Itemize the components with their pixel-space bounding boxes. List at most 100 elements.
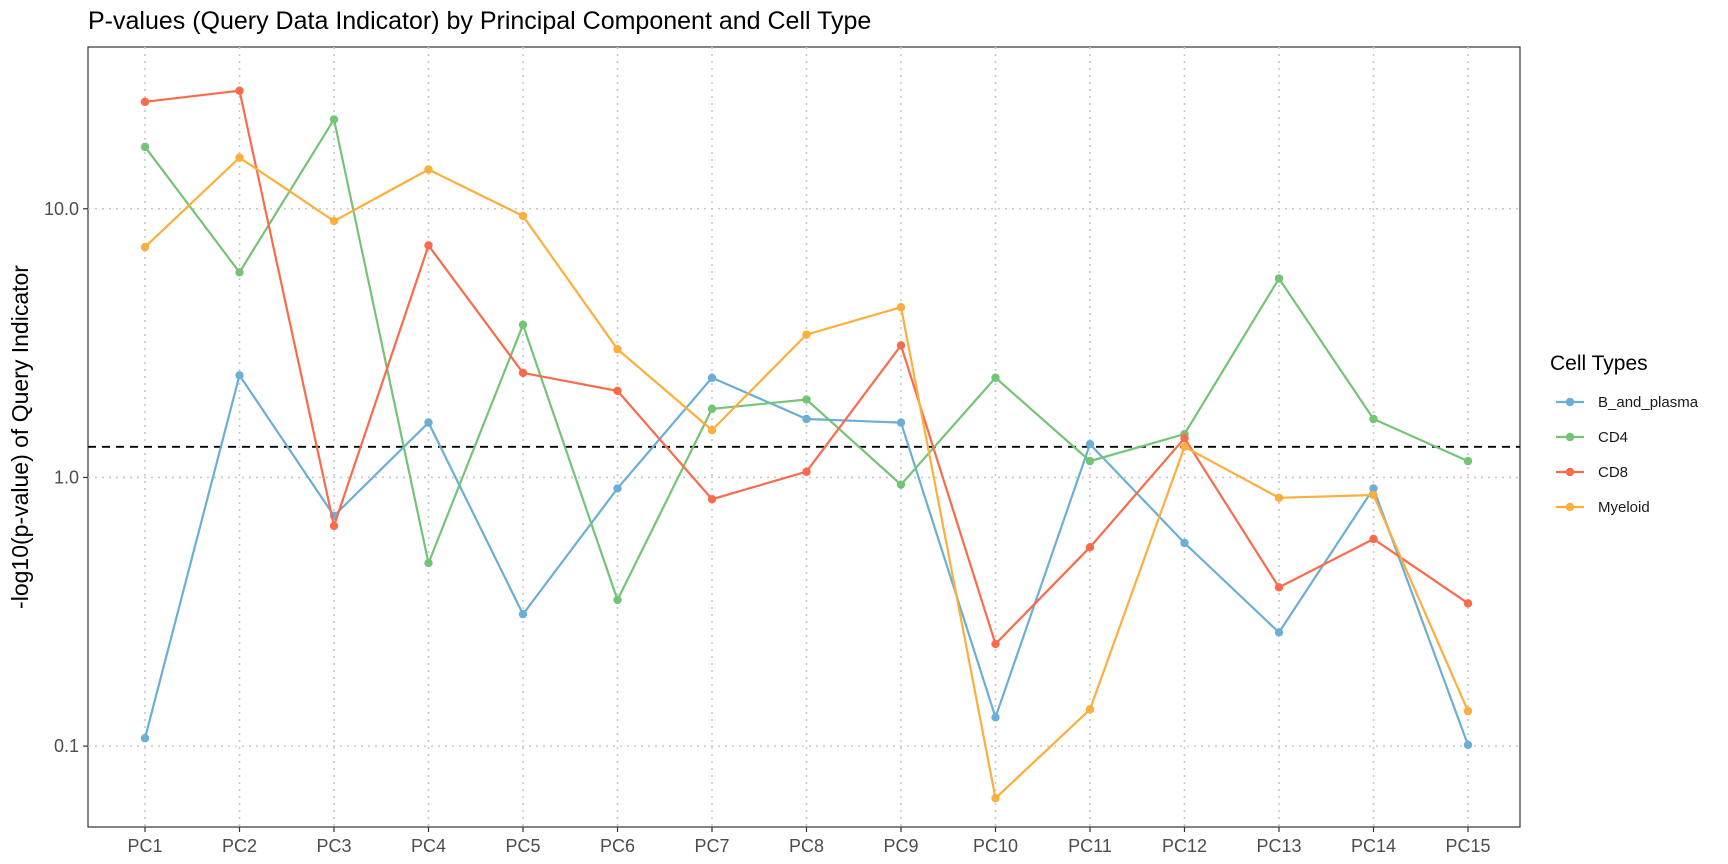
data-point — [1463, 740, 1473, 750]
data-point — [1463, 599, 1473, 608]
data-point — [896, 341, 906, 350]
x-axis: PC1 PC2 PC3 PC4 PC5 PC6 PC7 PC8 PC9 PC10 PC11 PC12 P… — [127, 827, 1491, 856]
data-point — [424, 418, 433, 427]
series-b_and_plasma — [140, 371, 1473, 750]
x-tick-label: PC2 — [222, 836, 257, 856]
x-tick-label: PC4 — [411, 836, 446, 856]
data-point — [802, 414, 811, 424]
data-point — [1180, 442, 1189, 452]
x-tick-label: PC3 — [316, 836, 351, 856]
data-point — [802, 467, 811, 476]
legend-key-point — [1565, 467, 1575, 477]
data-point — [424, 241, 433, 250]
data-point — [140, 242, 150, 252]
data-point — [329, 216, 339, 226]
data-point — [802, 395, 811, 404]
data-point — [896, 418, 906, 427]
legend-key-point — [1565, 432, 1575, 442]
data-point — [613, 595, 622, 605]
data-point — [1369, 490, 1378, 500]
x-tick-label: PC9 — [883, 836, 918, 856]
x-tick-label: PC10 — [973, 836, 1018, 856]
plot-panel — [87, 46, 1521, 828]
grid-lines — [88, 47, 1520, 827]
legend-item: CD8 — [1556, 464, 1628, 481]
data-point — [1274, 274, 1284, 283]
data-point — [1369, 414, 1378, 424]
data-point — [329, 521, 339, 531]
data-point — [1085, 542, 1095, 552]
x-tick-label: PC7 — [694, 836, 729, 856]
data-point — [991, 793, 1000, 803]
data-point — [1274, 628, 1284, 637]
x-tick-label: PC8 — [789, 836, 824, 856]
data-point — [1463, 706, 1473, 716]
data-point — [518, 320, 528, 329]
data-point — [235, 153, 244, 162]
chart-title: P-values (Query Data Indicator) by Princ… — [88, 7, 871, 35]
data-point — [1085, 439, 1095, 449]
legend-label: CD4 — [1598, 429, 1628, 446]
y-axis-title: -log10(p-value) of Query Indicator — [7, 265, 33, 609]
data-point — [1369, 534, 1378, 544]
x-tick-label: PC1 — [127, 836, 162, 856]
data-point — [991, 373, 1000, 382]
data-point — [518, 609, 528, 619]
data-point — [235, 371, 244, 380]
y-tick-label: 10.0 — [44, 199, 79, 219]
x-tick-label: PC11 — [1068, 836, 1112, 856]
data-point — [991, 639, 1000, 649]
x-tick-label: PC15 — [1445, 836, 1490, 856]
data-point — [1463, 456, 1473, 466]
data-point — [896, 303, 906, 312]
x-tick-label: PC14 — [1351, 836, 1396, 856]
data-point — [140, 97, 150, 107]
data-point — [235, 86, 244, 95]
data-point — [707, 404, 717, 414]
data-point — [613, 386, 622, 396]
y-tick-label: 1.0 — [54, 467, 79, 487]
data-point — [424, 558, 433, 568]
data-point — [707, 425, 717, 435]
y-axis: 0.1 1.0 10.0 — [44, 199, 88, 756]
series-cd8 — [140, 86, 1473, 649]
legend-item: B_and_plasma — [1556, 394, 1699, 411]
data-point — [707, 373, 717, 382]
legend-item: CD4 — [1556, 429, 1628, 446]
data-point — [1274, 493, 1284, 502]
data-point — [1274, 583, 1284, 592]
data-point — [1180, 433, 1189, 443]
data-point — [1085, 456, 1095, 466]
x-tick-label: PC13 — [1256, 836, 1301, 856]
data-point — [329, 115, 339, 124]
legend-label: Myeloid — [1598, 499, 1650, 516]
data-point — [518, 368, 528, 378]
series-cd4 — [140, 115, 1473, 605]
y-tick-label: 0.1 — [54, 736, 79, 756]
x-tick-label: PC5 — [505, 836, 540, 856]
x-tick-label: PC12 — [1162, 836, 1207, 856]
data-point — [991, 713, 1000, 722]
data-point — [1085, 705, 1095, 714]
legend-title: Cell Types — [1550, 352, 1648, 375]
data-point — [235, 268, 244, 277]
data-point — [896, 480, 906, 489]
data-point — [613, 345, 622, 354]
legend-item: Myeloid — [1556, 499, 1650, 516]
data-point — [802, 330, 811, 339]
data-point — [140, 142, 150, 152]
data-point — [424, 165, 433, 174]
plot-background — [87, 46, 1521, 828]
legend-key-point — [1565, 502, 1575, 512]
x-tick-label: PC6 — [600, 836, 635, 856]
data-point — [140, 734, 150, 743]
data-point — [1180, 538, 1189, 548]
series-myeloid — [140, 153, 1473, 803]
data-point — [518, 211, 528, 221]
legend: Cell Types B_and_plasma CD4 CD8 Myeloid — [1550, 352, 1699, 516]
legend-key-point — [1565, 397, 1575, 407]
legend-label: CD8 — [1598, 464, 1628, 481]
legend-label: B_and_plasma — [1598, 394, 1699, 411]
data-point — [707, 494, 717, 504]
